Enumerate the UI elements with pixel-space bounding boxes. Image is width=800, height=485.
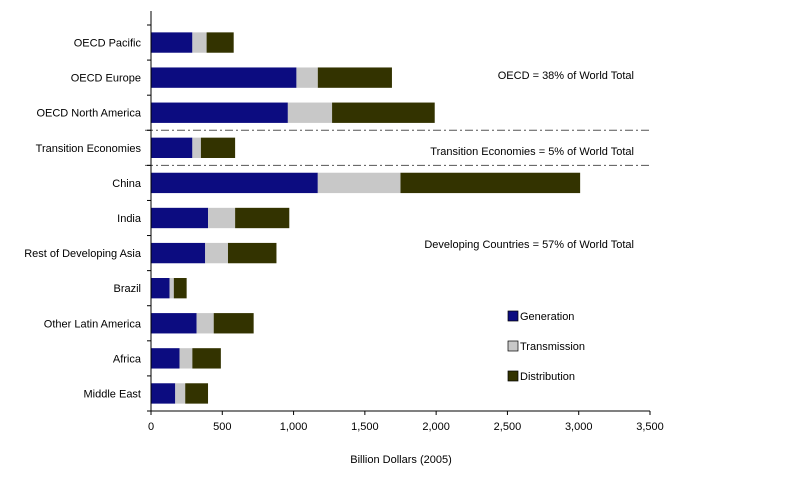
bar-africa-generation	[151, 348, 180, 369]
category-label-brazil: Brazil	[113, 283, 141, 295]
x-tick-label: 1,500	[351, 421, 379, 433]
bar-oecd-europe-generation	[151, 67, 297, 88]
bar-india-generation	[151, 207, 209, 229]
x-tick-label: 3,500	[636, 421, 664, 433]
bar-oecd-pacific-generation	[151, 32, 193, 53]
legend-label-distribution: Distribution	[520, 371, 575, 383]
x-tick-label: 2,500	[494, 421, 522, 433]
bar-brazil-generation	[151, 278, 170, 299]
bars-layer	[151, 32, 581, 404]
legend-swatch-distribution	[507, 370, 519, 382]
category-labels: OECD Pacific OECD Europe OECD North Americ…	[24, 38, 142, 401]
bar-transition-economies-distribution	[200, 137, 236, 158]
annotation-transition: Transition Economies = 5% of World Total	[430, 146, 634, 158]
category-label-oecd-pacific: OECD Pacific	[74, 38, 142, 50]
axes-layer	[147, 11, 651, 415]
annotation-oecd: OECD = 38% of World Total	[498, 70, 634, 82]
annotation-developing: Developing Countries = 57% of World Tota…	[424, 239, 634, 251]
bar-transition-economies-transmission	[192, 137, 201, 158]
bar-africa-transmission	[179, 348, 193, 369]
category-label-middle-east: Middle East	[84, 388, 141, 400]
bar-other-latin-america-generation	[151, 313, 197, 334]
legend-swatch-generation	[507, 310, 519, 322]
x-tick-label: 2,000	[422, 421, 450, 433]
bar-oecd-europe-distribution	[317, 67, 392, 88]
bar-oecd-pacific-distribution	[206, 32, 234, 53]
category-label-transition-economies: Transition Economies	[36, 143, 142, 155]
category-label-africa: Africa	[113, 353, 142, 365]
category-label-oecd-north-america: OECD North America	[36, 108, 141, 120]
bar-india-transmission	[208, 207, 236, 229]
bar-oecd-north-america-distribution	[332, 102, 435, 123]
bar-middle-east-distribution	[185, 383, 209, 404]
category-label-india: India	[117, 213, 142, 225]
category-label-rest-of-developing-asia: Rest of Developing Asia	[24, 248, 142, 260]
category-label-other-latin-america: Other Latin America	[44, 318, 142, 330]
tick-labels: 0 500 1,000 1,500 2,000 2,500 3,000 3,500	[148, 421, 664, 433]
bar-oecd-europe-transmission	[296, 67, 318, 88]
dividers-layer	[145, 129, 650, 166]
legend-label-transmission: Transmission	[520, 341, 585, 353]
x-tick-label: 0	[148, 421, 154, 433]
x-axis-label: Billion Dollars (2005)	[350, 454, 452, 466]
bar-oecd-north-america-transmission	[287, 102, 333, 123]
bar-china-transmission	[317, 172, 401, 194]
bar-middle-east-generation	[151, 383, 176, 404]
legend-label-generation: Generation	[520, 311, 574, 323]
bar-middle-east-transmission	[175, 383, 186, 404]
x-tick-label: 3,000	[565, 421, 593, 433]
legend-swatch-transmission	[507, 340, 519, 352]
legend: Generation Transmission Distribution	[507, 310, 585, 383]
bar-africa-distribution	[192, 348, 221, 369]
bar-rest-of-developing-asia-transmission	[205, 242, 228, 264]
bar-india-distribution	[235, 207, 290, 229]
category-label-oecd-europe: OECD Europe	[71, 73, 141, 85]
bar-china-generation	[151, 172, 318, 194]
bar-oecd-north-america-generation	[151, 102, 288, 123]
bar-china-distribution	[400, 172, 581, 194]
x-tick-label: 500	[213, 421, 231, 433]
bar-other-latin-america-transmission	[196, 313, 214, 334]
bar-rest-of-developing-asia-distribution	[227, 242, 277, 264]
x-tick-label: 1,000	[280, 421, 308, 433]
bar-brazil-distribution	[173, 278, 187, 299]
bar-oecd-pacific-transmission	[192, 32, 207, 53]
bar-other-latin-america-distribution	[213, 313, 254, 334]
category-label-china: China	[112, 178, 142, 190]
bar-rest-of-developing-asia-generation	[151, 242, 206, 264]
bar-transition-economies-generation	[151, 137, 193, 158]
bar-brazil-transmission	[169, 278, 174, 299]
